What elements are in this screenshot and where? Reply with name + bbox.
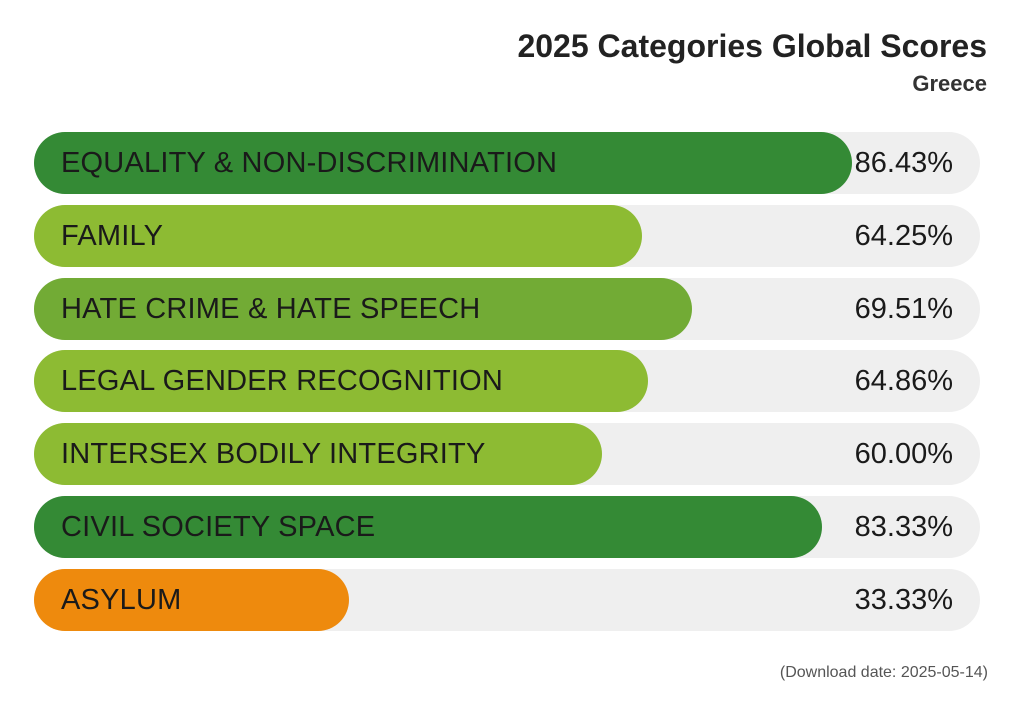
bar-row: INTERSEX BODILY INTEGRITY 60.00% — [34, 423, 980, 486]
bar — [34, 423, 602, 486]
bar-chart: EQUALITY & NON-DISCRIMINATION 86.43% FAMIL… — [34, 132, 980, 642]
category-label: ASYLUM — [61, 583, 182, 616]
value-label: 64.86% — [854, 365, 953, 398]
bar-row: LEGAL GENDER RECOGNITION 64.86% — [34, 350, 980, 413]
bar — [34, 495, 823, 558]
value-label: 69.51% — [854, 292, 953, 325]
value-label: 86.43% — [854, 147, 953, 179]
bar — [34, 132, 852, 194]
bar — [34, 277, 692, 340]
bar-row: HATE CRIME & HATE SPEECH 69.51% — [34, 277, 980, 340]
value-label: 60.00% — [854, 438, 953, 471]
bar-row: CIVIL SOCIETY SPACE 83.33% — [34, 495, 980, 558]
category-label: EQUALITY & NON-DISCRIMINATION — [61, 147, 558, 179]
category-label: CIVIL SOCIETY SPACE — [61, 510, 376, 543]
bar — [34, 350, 648, 413]
bar-row: EQUALITY & NON-DISCRIMINATION 86.43% — [34, 132, 980, 194]
bar — [34, 204, 642, 267]
chart-title: 2025 Categories Global Scores — [517, 28, 987, 64]
category-label: HATE CRIME & HATE SPEECH — [61, 292, 481, 325]
bar-row: FAMILY 64.25% — [34, 204, 980, 267]
category-label: INTERSEX BODILY INTEGRITY — [61, 438, 486, 471]
bar-row: ASYLUM 33.33% — [34, 568, 980, 631]
chart-subtitle: Greece — [912, 71, 987, 96]
category-label: FAMILY — [61, 219, 164, 252]
value-label: 83.33% — [854, 510, 953, 543]
bar — [34, 568, 350, 631]
value-label: 33.33% — [854, 583, 953, 616]
category-label: LEGAL GENDER RECOGNITION — [61, 365, 504, 398]
download-date-note: (Download date: 2025-05-14) — [779, 664, 988, 681]
value-label: 64.25% — [854, 219, 953, 252]
